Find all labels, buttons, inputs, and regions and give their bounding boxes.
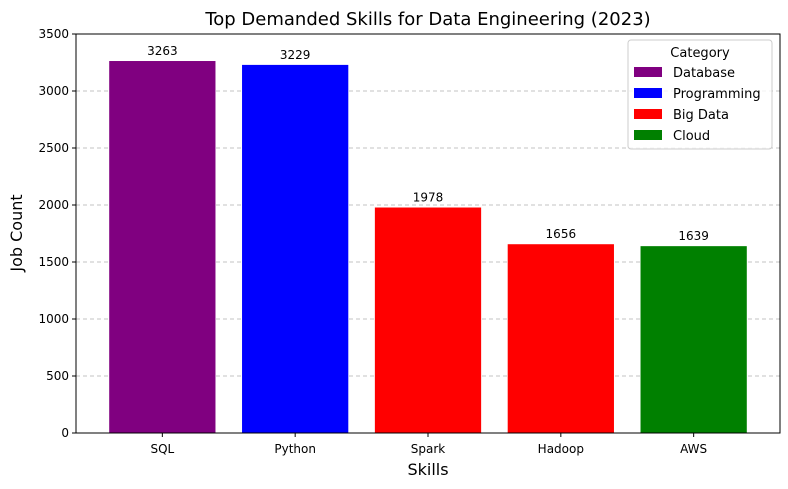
value-label: 3263 [147,44,178,58]
x-tick-label: SQL [150,442,174,456]
y-tick-label: 500 [46,369,69,383]
y-tick-label: 1500 [38,255,69,269]
bar-sql [109,61,216,433]
legend-swatch [634,109,662,119]
x-tick-label: Python [274,442,316,456]
y-tick-label: 2000 [38,198,69,212]
bar-spark [374,207,482,433]
legend-swatch [634,67,662,77]
legend-label: Database [673,66,735,81]
legend-box [627,39,773,150]
value-label: 1656 [546,227,577,241]
x-axis: SQL Python Spark Hadoop AWS [150,433,707,456]
value-label: 1978 [413,191,444,205]
x-tick-label: AWS [680,442,707,456]
y-tick-label: 0 [61,426,69,440]
value-label: 3229 [280,48,311,62]
legend-label: Big Data [673,108,729,123]
x-tick-label: Spark [411,442,446,456]
chart-title: Top Demanded Skills for Data Engineering… [204,9,650,30]
bar-hadoop [507,244,614,433]
legend-label: Programming [673,87,761,102]
y-tick-label: 2500 [38,141,69,155]
x-axis-label: Skills [407,460,448,479]
value-labels: 3263 3229 1978 1656 1639 [147,44,709,243]
legend-title: Category [670,46,730,61]
bar-python [242,64,349,434]
legend-swatch [634,88,662,98]
value-label: 1639 [678,229,709,243]
bar-aws [640,246,747,433]
y-tick-label: 3500 [38,27,69,41]
legend-swatch [634,130,662,140]
legend-label: Cloud [673,129,710,144]
y-tick-label: 1000 [38,312,69,326]
x-tick-label: Hadoop [538,442,584,456]
y-tick-label: 3000 [38,84,69,98]
bars [109,61,747,434]
legend: Category Database Programming Big Data Clou… [627,39,773,150]
y-axis-label: Job Count [7,194,26,272]
y-axis: 0 500 1000 1500 2000 2500 3000 3500 [38,27,76,440]
